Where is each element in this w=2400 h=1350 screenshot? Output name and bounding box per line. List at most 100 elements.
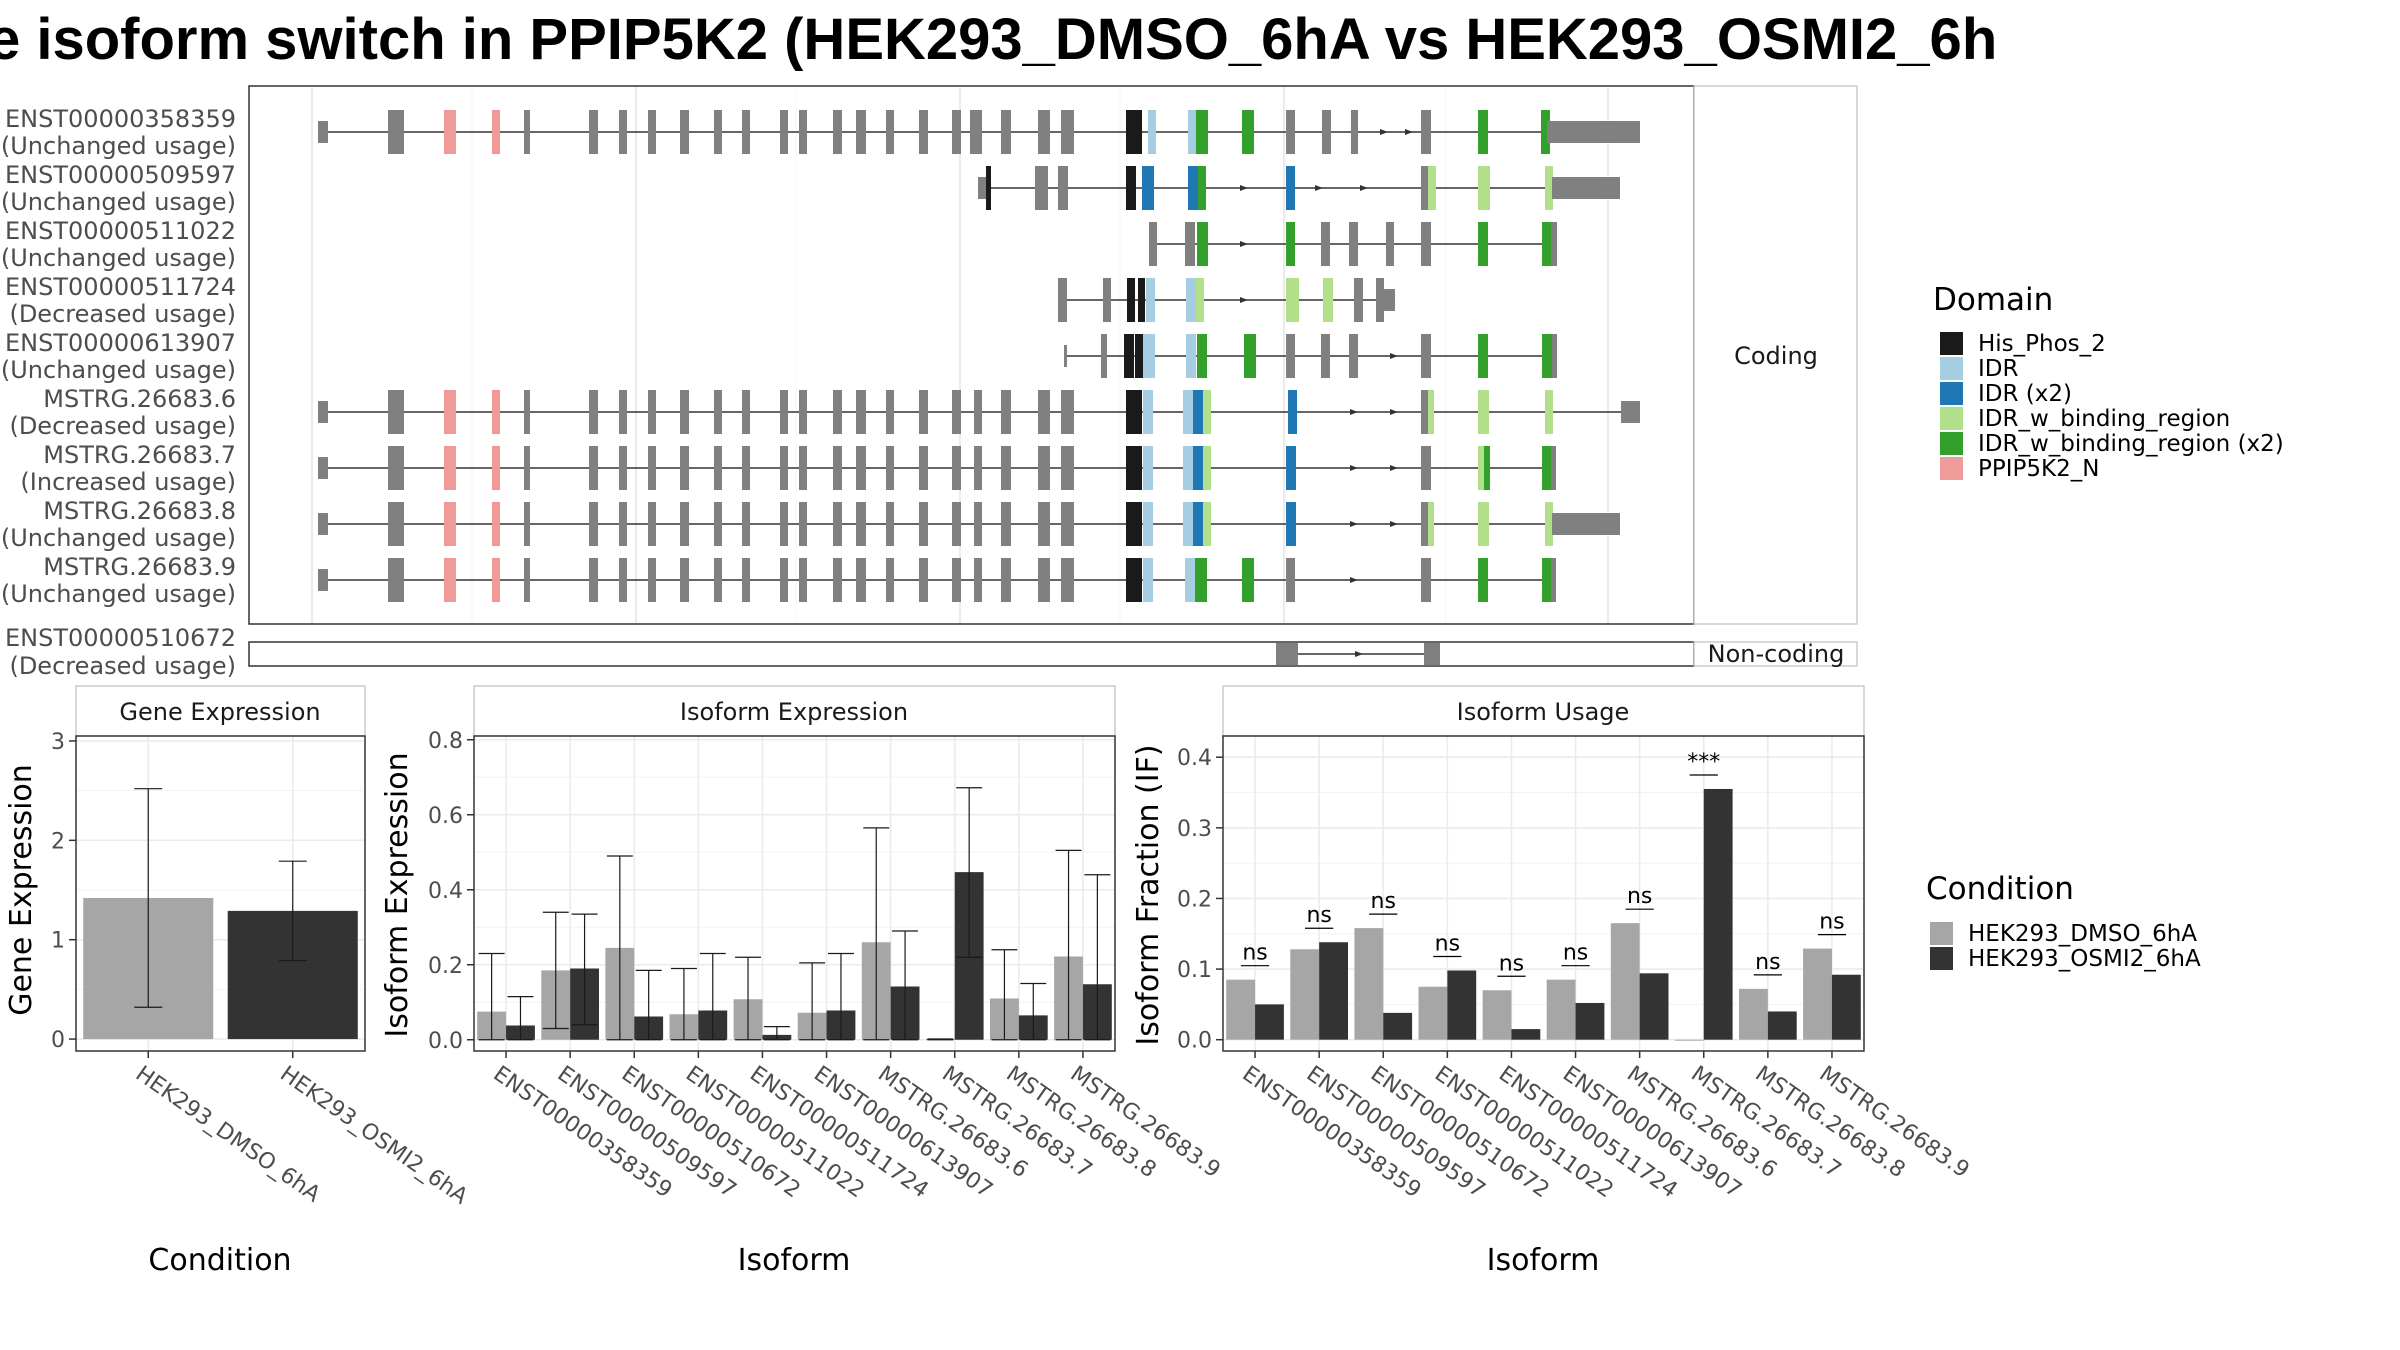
coding-exon — [1035, 166, 1048, 210]
coding-exon — [1286, 222, 1295, 266]
strand-arrow — [1390, 409, 1398, 415]
isoform-usage-strip — [1222, 685, 1865, 737]
coding-strip — [1693, 85, 1858, 625]
coding-exon — [1286, 334, 1295, 378]
strand-arrow — [1240, 241, 1248, 247]
bar — [1226, 979, 1256, 1040]
coding-exon — [1321, 222, 1330, 266]
domain-legend-swatch — [1940, 432, 1963, 455]
coding-exon — [680, 390, 689, 434]
transcript-id: MSTRG.26683.6 — [43, 385, 236, 413]
significance-label: ns — [1371, 889, 1396, 914]
significance-label: ns — [1242, 941, 1267, 966]
coding-exon — [1138, 278, 1145, 322]
coding-exon — [886, 446, 894, 490]
y-tick-label: 1 — [51, 929, 65, 954]
coding-exon — [619, 110, 627, 154]
coding-exon — [619, 446, 627, 490]
significance-label: ns — [1819, 910, 1844, 935]
bar — [1575, 1002, 1605, 1040]
coding-exon — [1148, 110, 1156, 154]
coding-exon — [742, 558, 750, 602]
plot-frame — [75, 735, 366, 1052]
coding-exon — [1349, 222, 1358, 266]
coding-exon — [1542, 334, 1552, 378]
coding-exon — [780, 558, 788, 602]
coding-exon — [714, 558, 722, 602]
domain-legend-swatch — [1940, 382, 1963, 405]
coding-exon — [1244, 334, 1256, 378]
isoform-usage-x-title: Isoform — [1487, 1243, 1600, 1278]
coding-exon — [492, 502, 500, 546]
coding-exon — [780, 390, 788, 434]
y-tick-label: 3 — [51, 730, 65, 755]
strand-arrow — [1240, 297, 1248, 303]
noncoding-exon — [1276, 643, 1298, 665]
coding-exon — [1242, 110, 1254, 154]
coding-exon — [1478, 110, 1488, 154]
coding-exon — [714, 110, 722, 154]
coding-exon — [1242, 558, 1254, 602]
coding-exon — [1421, 222, 1431, 266]
transcript-usage-status: (Decreased usage) — [9, 412, 236, 440]
coding-exon — [833, 390, 842, 434]
coding-exon — [1136, 558, 1142, 602]
transcript-usage-status: (Decreased usage) — [9, 300, 236, 328]
strand-arrow — [1355, 651, 1363, 657]
coding-exon — [742, 110, 750, 154]
condition-legend-title: Condition — [1926, 871, 2074, 907]
y-tick-label: 0.4 — [1177, 746, 1212, 771]
coding-exon — [919, 446, 928, 490]
significance-label: ns — [1499, 951, 1524, 976]
coding-exon — [1193, 502, 1203, 546]
coding-exon — [1143, 446, 1153, 490]
coding-exon — [1421, 502, 1431, 546]
coding-exon — [648, 110, 656, 154]
coding-exon — [974, 446, 982, 490]
coding-exon — [388, 558, 404, 602]
coding-exon — [524, 446, 530, 490]
utr-exon — [1547, 121, 1640, 143]
coding-exon — [1478, 222, 1488, 266]
coding-exon — [1288, 390, 1297, 434]
coding-exon — [799, 390, 807, 434]
isoform-expression-y-title: Isoform Expression — [380, 752, 415, 1037]
condition-legend-label: HEK293_OSMI2_6hA — [1968, 946, 2201, 972]
y-tick-label: 2 — [51, 829, 65, 854]
coding-exon — [1478, 166, 1490, 210]
coding-exon — [1551, 558, 1556, 602]
coding-exon — [1197, 222, 1208, 266]
coding-exon — [1126, 502, 1136, 546]
coding-exon — [1322, 110, 1331, 154]
utr-exon — [978, 177, 986, 199]
transcript-id: MSTRG.26683.9 — [43, 553, 236, 581]
coding-exon — [1478, 558, 1488, 602]
transcript-usage-status: (Increased usage) — [20, 468, 236, 496]
transcript-row: ENST00000358359(Unchanged usage) — [1, 105, 1640, 160]
transcript-usage-status: (Unchanged usage) — [1, 188, 236, 216]
utr-exon — [1064, 345, 1067, 367]
coding-exon — [799, 110, 807, 154]
gene-expression-y-title: Gene Expression — [4, 764, 39, 1016]
coding-exon — [1196, 110, 1208, 154]
chart-title: e isoform switch in PPIP5K2 (HEK293_DMSO… — [0, 7, 1998, 72]
strand-arrow — [1350, 577, 1358, 583]
utr-exon — [318, 513, 328, 535]
transcript-row: MSTRG.26683.9(Unchanged usage) — [1, 553, 1556, 608]
bar — [1639, 973, 1669, 1040]
coding-exon — [1038, 110, 1050, 154]
y-tick-label: 0.1 — [1177, 958, 1212, 983]
coding-exon — [1195, 558, 1207, 602]
coding-exon — [1186, 334, 1196, 378]
bar — [1803, 948, 1832, 1040]
coding-exon — [619, 390, 627, 434]
strand-arrow — [1380, 129, 1388, 135]
noncoding-strip — [1693, 641, 1858, 667]
coding-exon — [886, 110, 894, 154]
coding-exon — [799, 558, 807, 602]
coding-exon — [1421, 558, 1431, 602]
coding-exon — [1038, 558, 1050, 602]
domain-legend-swatch — [1940, 332, 1963, 355]
coding-exon — [1478, 390, 1489, 434]
plot-frame — [473, 735, 1116, 1052]
